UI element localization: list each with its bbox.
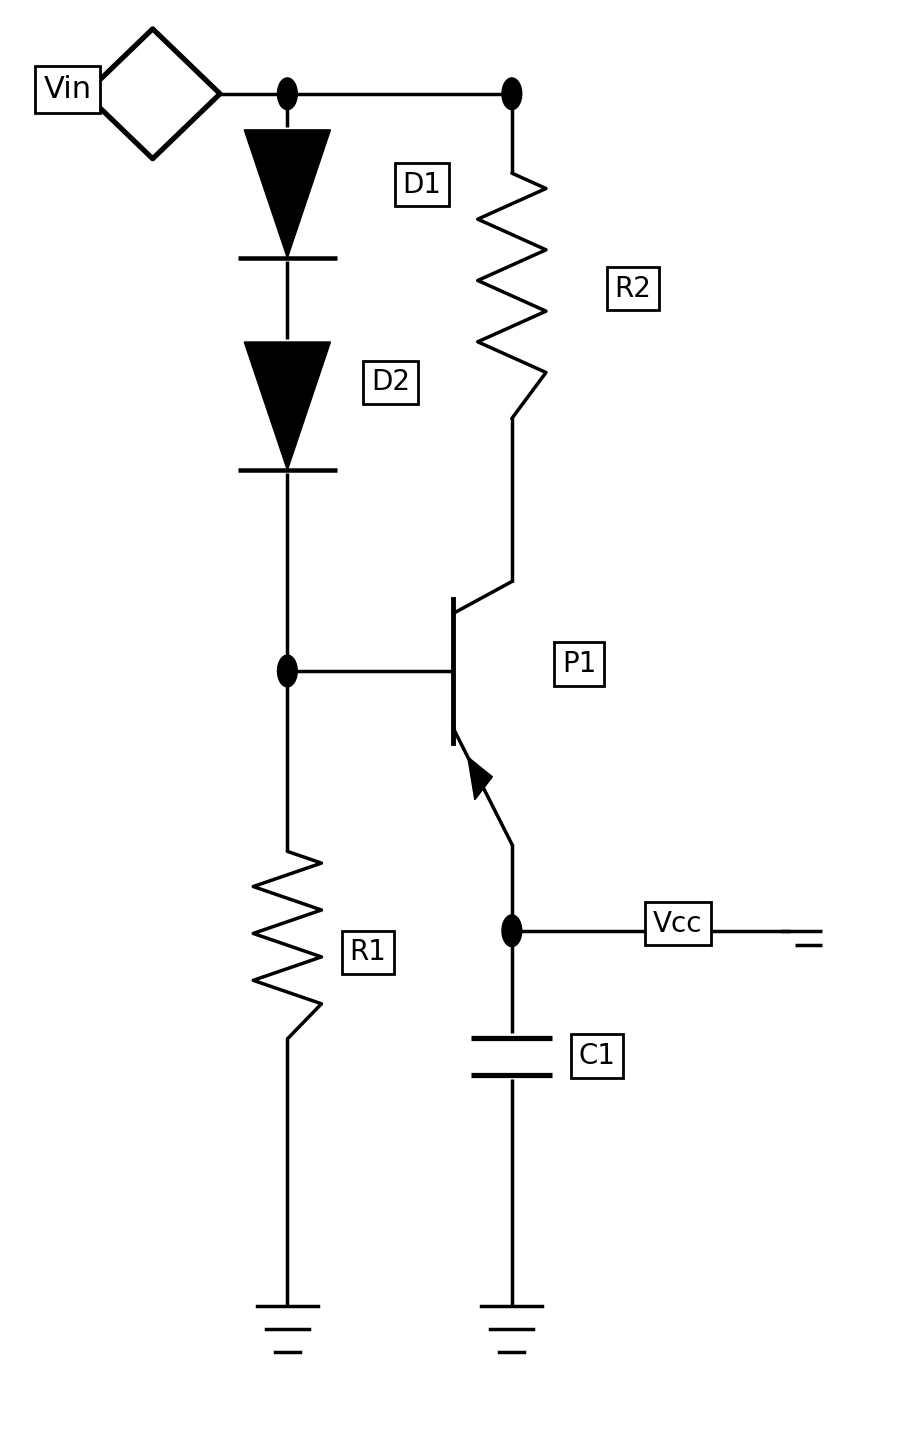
Circle shape (502, 915, 522, 947)
Circle shape (277, 78, 297, 110)
Text: R2: R2 (614, 274, 652, 303)
Text: Vcc: Vcc (653, 909, 703, 938)
Text: D1: D1 (402, 170, 442, 199)
Circle shape (277, 655, 297, 687)
Text: C1: C1 (578, 1042, 616, 1071)
Polygon shape (244, 342, 330, 470)
Text: Vin: Vin (43, 75, 92, 104)
Polygon shape (468, 758, 492, 799)
Polygon shape (244, 130, 330, 258)
Text: D2: D2 (371, 368, 410, 397)
Text: R1: R1 (349, 938, 387, 967)
Circle shape (502, 78, 522, 110)
Text: P1: P1 (562, 649, 596, 678)
